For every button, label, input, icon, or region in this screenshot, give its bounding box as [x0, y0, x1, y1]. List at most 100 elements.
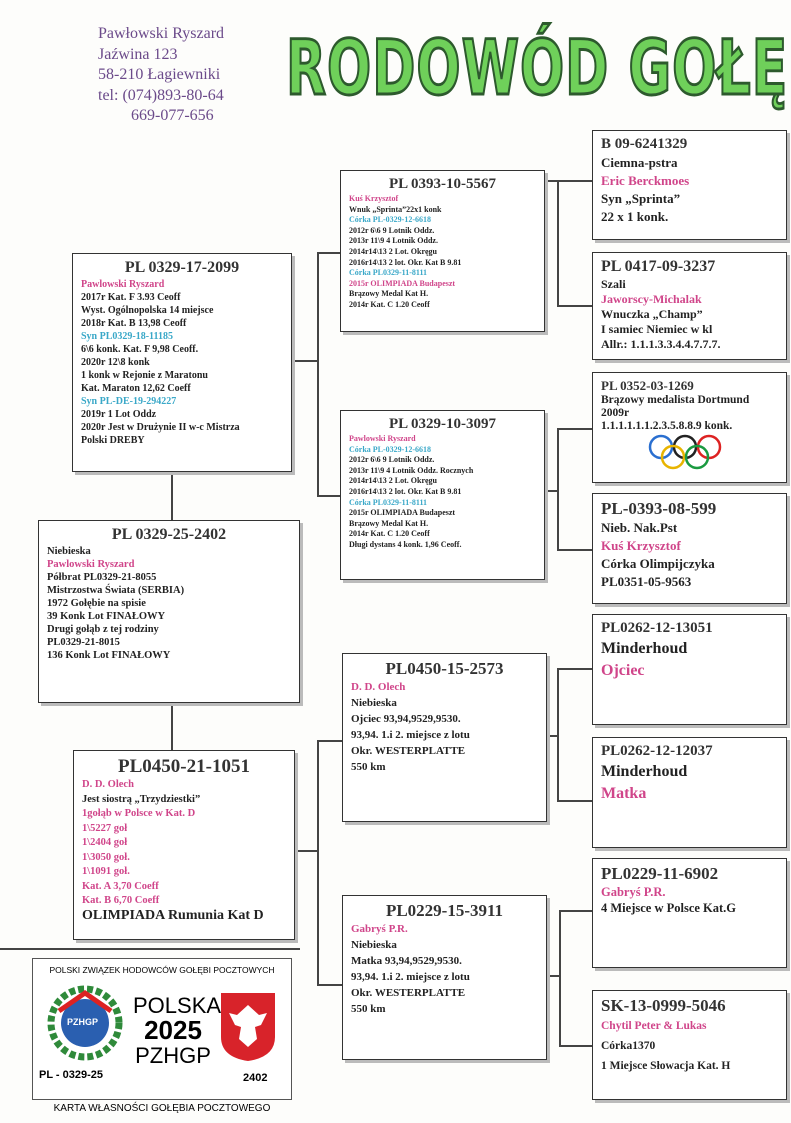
box-line: Eric Berckmoes: [601, 173, 690, 188]
box-line: 136 Konk Lot FINAŁOWY: [47, 650, 171, 661]
connector: [557, 428, 559, 550]
box-line: 2020r 12\8 konk: [81, 357, 150, 368]
pedigree-box: PL0450-15-2573 D. D. Olech Niebieska Ojciec…: [342, 653, 547, 822]
box-line: Córka PL0329-11-8111: [349, 497, 428, 507]
box-line: PL0351-05-9563: [601, 574, 692, 589]
emblem-text: PZHGP: [67, 1017, 99, 1027]
connector: [557, 800, 592, 802]
box-title: PL-0393-08-599: [601, 499, 717, 518]
olympic-rings: [648, 434, 722, 470]
pedigree-box: PL0262-12-13051 Minderhoud Ojciec: [592, 614, 787, 725]
box-line: Szali: [601, 277, 626, 291]
connector: [557, 180, 592, 182]
box-line: 1\1091 goł.: [82, 866, 130, 877]
connector: [317, 740, 342, 742]
box-title: PL 0393-10-5567: [388, 176, 497, 192]
box-line: Brązowy Medal Kat H.: [349, 289, 429, 299]
box-line: 2017r Kat. F 3.93 Ceoff: [81, 292, 181, 303]
connector: [317, 252, 340, 254]
pedigree-box: B 09-6241329 Ciemna-pstra Eric Berckmoes Sy…: [592, 130, 787, 240]
box-line: 1\3050 goł.: [82, 851, 130, 863]
box-line: Kat. B 6,70 Coeff: [82, 895, 160, 906]
coat-of-arms: [221, 993, 275, 1061]
box-line: Niebieska: [47, 546, 91, 557]
connector: [557, 428, 592, 430]
box-line: 1.1.1.1.1.1.2.3.5.8.8.9 konk.: [601, 420, 733, 432]
connector: [559, 1045, 592, 1047]
box-line: Matka 93,94,9529,9530.: [351, 955, 462, 967]
connector: [557, 180, 559, 306]
box-line: Okr. WESTERPLATTE: [351, 745, 466, 757]
box-line: Niebieska: [351, 939, 397, 951]
box-line: Córka1370: [601, 1040, 656, 1052]
box-line: Chytil Peter & Lukas: [601, 1020, 707, 1032]
connector: [317, 252, 319, 496]
box-line: Ojciec 93,94,9529,9530.: [351, 713, 461, 725]
box-line: I samiec Niemiec w kl: [601, 322, 713, 336]
box-line: 1 Miejsce Słowacja Kat. H: [601, 1060, 731, 1072]
box-line: Córka Olimpijczyka: [601, 556, 715, 571]
box-line: Jaworscy-Michalak: [601, 292, 702, 306]
card-year: 2025: [144, 1015, 202, 1045]
box-line: Minderhoud: [601, 640, 688, 657]
owner-info: Pawłowski Ryszard Jaźwina 123 58-210 Łag…: [98, 24, 224, 127]
box-line: Długi dystans 4 konk. 1,96 Ceoff.: [349, 539, 462, 549]
connector: [317, 984, 342, 986]
box-title: PL 0329-17-2099: [124, 259, 240, 276]
connector: [559, 910, 561, 1046]
box-line: 4 Miejsce w Polsce Kat.G: [601, 901, 737, 915]
owner-line: tel: (074)893-80-64: [98, 86, 224, 104]
box-line: OLIMPIADA Rumunia Kat D: [82, 907, 264, 923]
box-line: 2014r Kat. C 1.20 Ceoff: [349, 529, 430, 539]
pedigree-box: PL0229-11-6902 Gabryś P.R. 4 Miejsce w Pol…: [592, 858, 787, 968]
box-title: PL 0329-25-2402: [111, 526, 227, 543]
box-line: 2015r OLIMPIADA Budapeszt: [349, 508, 456, 518]
box-line: Gabryś P.R.: [601, 885, 666, 899]
box-line: Pawlowski Ryszard: [349, 434, 416, 443]
box-line: 2015r OLIMPIADA Budapeszt: [349, 278, 456, 288]
box-line: Syn „Sprinta”: [601, 191, 681, 206]
box-line: 550 km: [351, 761, 386, 773]
connector: [545, 490, 558, 492]
connector: [557, 668, 592, 670]
box-line: Córka PL-0329-12-6618: [349, 444, 431, 454]
connector: [171, 472, 173, 520]
box-line: Brązowy Medal Kat H.: [349, 518, 429, 528]
box-line: Pawlowski Ryszard: [81, 279, 165, 290]
box-title: B 09-6241329: [601, 136, 688, 152]
owner-line: Pawłowski Ryszard: [98, 25, 225, 42]
box-line: Ciemna-pstra: [601, 155, 678, 170]
box-line: 2012r 6\6 9 Lotnik Oddz.: [349, 225, 435, 235]
box-line: Mistrzostwa Świata (SERBIA): [47, 585, 185, 596]
pedigree-box: PL 0393-10-5567 Kuś Krzysztof Wnuk „Sprint…: [340, 170, 545, 332]
connector: [317, 495, 340, 497]
card-number: 2402: [243, 1072, 268, 1084]
box-line: 1\2404 goł: [82, 837, 128, 848]
box-line: Kat. Maraton 12,62 Coeff: [81, 383, 191, 394]
box-line: Półbrat PL0329-21-8055: [47, 572, 157, 583]
box-line: 2019r 1 Lot Oddz: [81, 409, 157, 420]
box-line: 2009r: [601, 407, 630, 419]
box-title: PL0229-15-3911: [385, 901, 504, 920]
pedigree-box: PL 0417-09-3237 Szali Jaworscy-Michalak Wnu…: [592, 252, 787, 360]
box-line: 2012r 6\6 9 Lotnik Oddz.: [349, 455, 435, 465]
box-line: 2013r 11\9 4 Lotnik Oddz.: [349, 236, 438, 246]
card-footer: KARTA WŁASNOŚCI GOŁĘBIA POCZTOWEGO: [53, 1103, 271, 1114]
connector: [557, 305, 592, 307]
box-line: 2014r Kat. C 1.20 Ceoff: [349, 299, 430, 309]
box-line: Córka PL-0329-12-6618: [349, 215, 431, 225]
pedigree-box: PL0229-15-3911 Gabryś P.R. Niebieska Matka …: [342, 895, 547, 1060]
connector: [559, 910, 592, 912]
box-line: 550 km: [351, 1003, 386, 1015]
connector: [547, 975, 560, 977]
box-line: 2016r14\13 2 lot. Okr. Kat B 9.81: [349, 486, 462, 496]
pedigree-box: PL 0329-10-3097 Pawlowski Ryszard Córka PL…: [340, 410, 545, 580]
emblem: [47, 985, 123, 1061]
connector: [557, 549, 592, 551]
card-union: POLSKI ZWIĄZEK HODOWCÓW GOŁĘBI POCZTOWYC…: [49, 965, 275, 975]
box-line: Pawlowski Ryszard: [47, 559, 135, 570]
box-title: PL 0417-09-3237: [601, 258, 716, 275]
box-line: Polski DREBY: [81, 435, 145, 446]
box-line: Drugi gołąb z tej rodziny: [47, 624, 159, 635]
